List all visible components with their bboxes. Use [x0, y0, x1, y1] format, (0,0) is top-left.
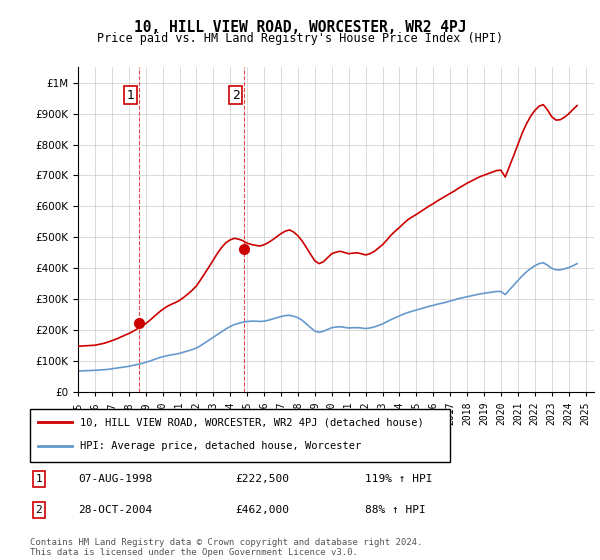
Text: 88% ↑ HPI: 88% ↑ HPI — [365, 505, 425, 515]
Text: 119% ↑ HPI: 119% ↑ HPI — [365, 474, 432, 484]
Text: £222,500: £222,500 — [235, 474, 289, 484]
Text: 2: 2 — [232, 88, 240, 101]
Text: 10, HILL VIEW ROAD, WORCESTER, WR2 4PJ (detached house): 10, HILL VIEW ROAD, WORCESTER, WR2 4PJ (… — [80, 417, 424, 427]
FancyBboxPatch shape — [30, 409, 450, 462]
Text: 2: 2 — [35, 505, 42, 515]
Text: Contains HM Land Registry data © Crown copyright and database right 2024.
This d: Contains HM Land Registry data © Crown c… — [30, 538, 422, 557]
Text: 28-OCT-2004: 28-OCT-2004 — [79, 505, 153, 515]
Text: 1: 1 — [35, 474, 42, 484]
Text: £462,000: £462,000 — [235, 505, 289, 515]
Text: 07-AUG-1998: 07-AUG-1998 — [79, 474, 153, 484]
Text: HPI: Average price, detached house, Worcester: HPI: Average price, detached house, Worc… — [80, 441, 362, 451]
Text: Price paid vs. HM Land Registry's House Price Index (HPI): Price paid vs. HM Land Registry's House … — [97, 32, 503, 45]
Text: 10, HILL VIEW ROAD, WORCESTER, WR2 4PJ: 10, HILL VIEW ROAD, WORCESTER, WR2 4PJ — [134, 20, 466, 35]
Text: 1: 1 — [127, 88, 134, 101]
